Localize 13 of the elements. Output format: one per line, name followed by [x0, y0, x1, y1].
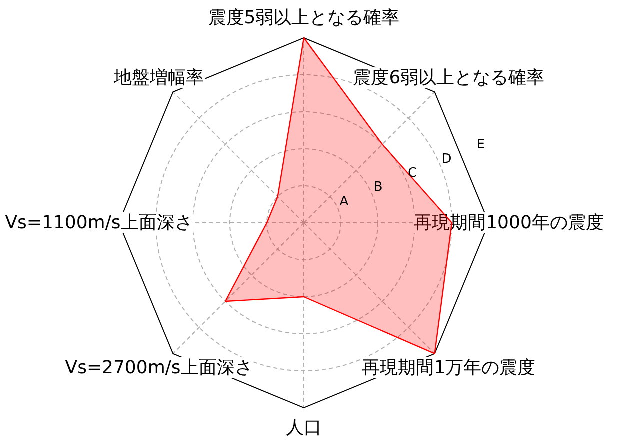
spoke-label: 再現期間1万年の震度 — [362, 357, 536, 378]
y-tick-label: D — [442, 152, 452, 167]
y-tick-label: B — [374, 180, 383, 196]
spoke-label: 地盤増幅率 — [113, 68, 204, 89]
y-tick-label: E — [476, 138, 486, 153]
spoke-label: Vs=2700m/s上面深さ — [65, 357, 253, 378]
spoke-label: Vs=1100m/s上面深さ — [5, 212, 193, 234]
spoke-label: 震度6弱以上となる確率 — [353, 68, 545, 89]
y-tick-label: C — [408, 166, 418, 182]
spoke-label: 再現期間1000年の震度 — [414, 212, 604, 234]
y-tick-label: A — [340, 194, 349, 210]
spoke-label: 人口 — [286, 418, 322, 438]
spoke-label: 震度5弱以上となる確率 — [208, 8, 400, 28]
